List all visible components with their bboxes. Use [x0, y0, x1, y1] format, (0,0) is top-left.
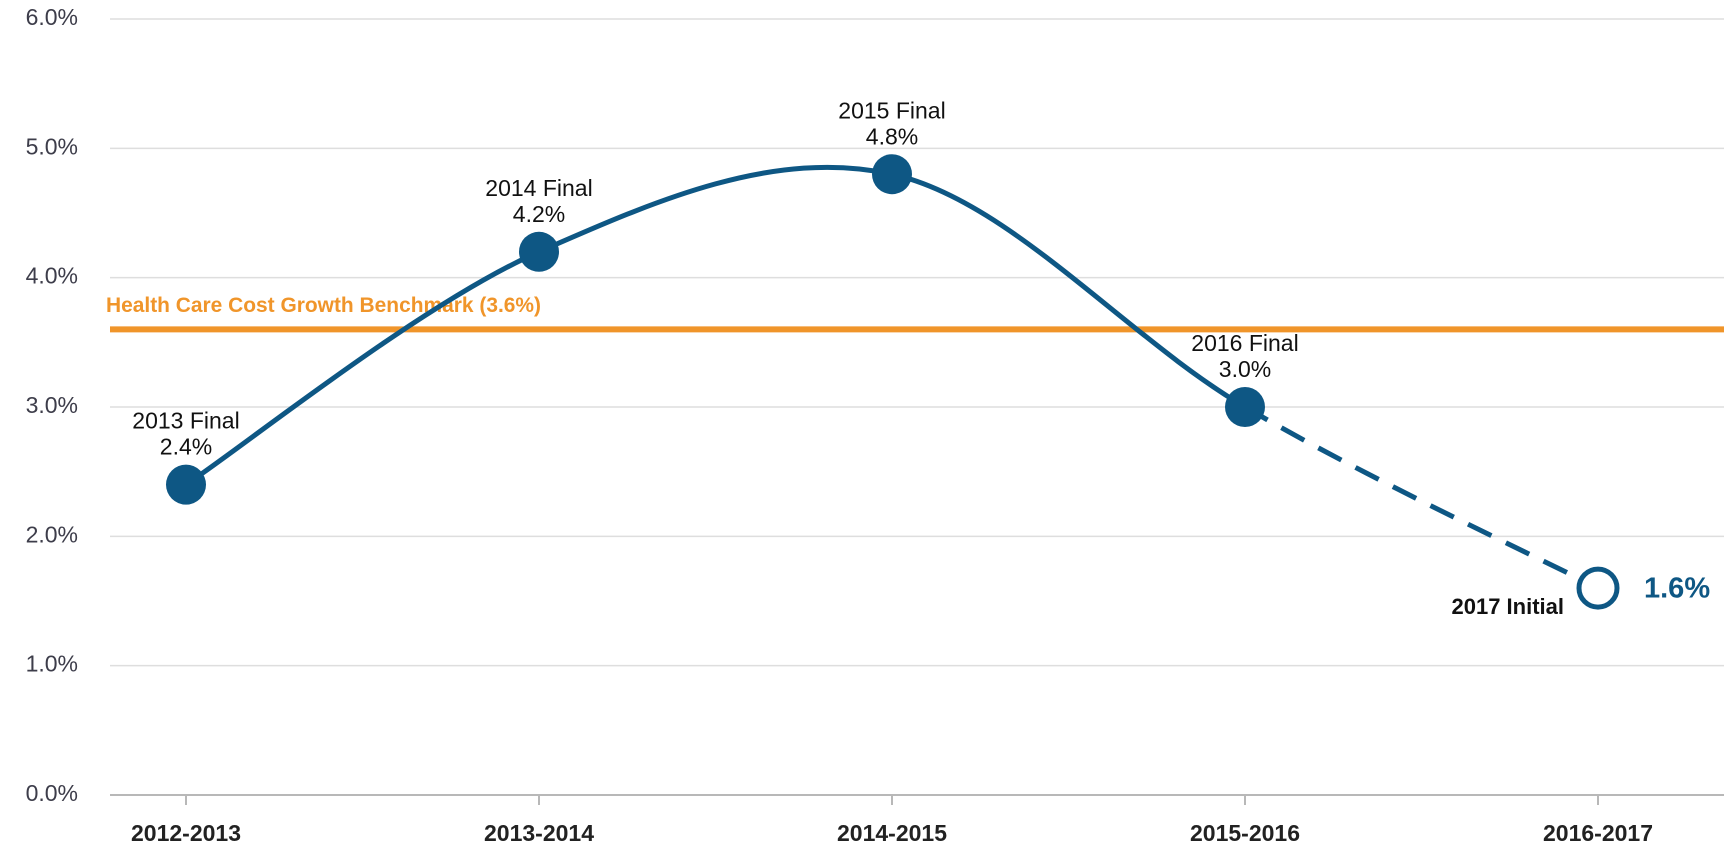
- value-label: 3.0%: [1219, 356, 1271, 382]
- benchmark-label: Health Care Cost Growth Benchmark (3.6%): [106, 294, 541, 317]
- data-point: [1576, 566, 1620, 610]
- x-tick-label: 2012-2013: [131, 820, 241, 846]
- y-tick-label: 4.0%: [26, 263, 78, 289]
- value-label: 1.6%: [1644, 573, 1710, 605]
- point-label: 2014 Final: [485, 175, 592, 201]
- series-line: [184, 164, 1247, 487]
- y-tick-label: 6.0%: [26, 4, 78, 30]
- data-point: [1225, 387, 1265, 427]
- y-tick-label: 3.0%: [26, 392, 78, 418]
- x-tick-label: 2013-2014: [484, 820, 594, 846]
- projected-line: [1243, 404, 1600, 591]
- value-label: 2.4%: [160, 434, 212, 460]
- point-label: 2015 Final: [838, 97, 945, 123]
- y-tick-label: 5.0%: [26, 133, 78, 159]
- data-point: [872, 154, 912, 195]
- data-point: [166, 464, 206, 505]
- y-tick-label: 0.0%: [26, 780, 78, 806]
- x-tick-label: 2014-2015: [837, 820, 947, 846]
- data-point: [519, 231, 559, 272]
- value-label: 4.2%: [513, 201, 565, 227]
- x-tick-label: 2016-2017: [1543, 820, 1653, 846]
- point-label: 2017 Initial: [1451, 594, 1564, 619]
- y-tick-label: 2.0%: [26, 521, 78, 547]
- point-label: 2016 Final: [1191, 330, 1298, 356]
- x-tick-label: 2015-2016: [1190, 820, 1300, 846]
- value-label: 4.8%: [866, 123, 918, 149]
- point-label: 2013 Final: [132, 408, 239, 434]
- y-tick-label: 1.0%: [26, 651, 78, 677]
